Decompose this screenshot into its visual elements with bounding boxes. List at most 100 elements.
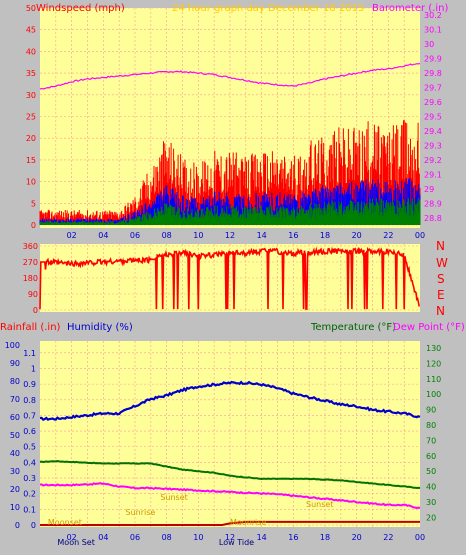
baro-tick-label: 29 <box>424 185 434 194</box>
rain-tick-label: 1 <box>31 364 36 373</box>
wind-tick-label: 50 <box>26 4 36 13</box>
wind-tick-label: 25 <box>26 113 36 122</box>
x-tick-label: 16 <box>288 533 298 542</box>
rainfall-line <box>40 520 420 526</box>
x-tick-label: 22 <box>383 533 393 542</box>
temperature-tick-label: 110 <box>426 375 441 384</box>
annotation-label: Moon Set <box>57 538 94 547</box>
x-tick-label: 12 <box>225 533 235 542</box>
compass-n-bottom: N <box>436 304 445 318</box>
baro-tick-label: 30.2 <box>424 11 442 20</box>
humidity-tick-label: 20 <box>10 485 20 494</box>
axis-labels: 0510152025303540455028.828.92929.129.229… <box>5 4 442 547</box>
rain-tick-label: 0.9 <box>23 380 36 389</box>
x-tick-label: 02 <box>67 231 77 240</box>
chart-title: 24 hour graph day December 18 2015 <box>172 3 364 14</box>
x-tick-label: 00 <box>415 533 425 542</box>
wind-tick-label: 30 <box>26 91 36 100</box>
x-tick-label: 10 <box>193 231 203 240</box>
rain-tick-label: 0.3 <box>23 474 36 483</box>
rain-tick-label: 0.8 <box>23 396 36 405</box>
barometer-label: Barometer (.in) <box>372 3 448 14</box>
humidity-tick-label: 90 <box>10 359 20 368</box>
x-tick-label: 06 <box>130 231 140 240</box>
baro-tick-label: 29.3 <box>424 141 442 150</box>
rain-tick-label: 0.1 <box>23 505 36 514</box>
x-tick-label: 06 <box>130 533 140 542</box>
barometer-line <box>39 62 421 90</box>
rain-tick-label: 0.4 <box>23 458 36 467</box>
rain-tick-label: 0.5 <box>23 443 36 452</box>
annotation-label: Sunrise <box>126 508 156 517</box>
temperature-tick-label: 80 <box>426 421 436 430</box>
x-tick-label: 10 <box>193 533 203 542</box>
baro-tick-label: 28.8 <box>424 214 442 223</box>
humidity-line <box>39 380 421 422</box>
x-tick-label: 18 <box>320 231 330 240</box>
humidity-tick-label: 50 <box>10 431 20 440</box>
x-tick-label: 02 <box>67 533 77 542</box>
humidity-label: Humidity (%) <box>67 322 133 333</box>
temperature-tick-label: 50 <box>426 467 436 476</box>
direction-tick-label: 270 <box>23 258 38 267</box>
x-tick-label: 20 <box>352 231 362 240</box>
baro-tick-label: 30 <box>424 40 434 49</box>
compass-e: E <box>437 288 445 302</box>
temperature-tick-label: 20 <box>426 513 436 522</box>
annotation-label: Sunset <box>306 500 333 509</box>
baro-tick-label: 29.2 <box>424 156 442 165</box>
direction-tick-label: 180 <box>23 274 38 283</box>
baro-tick-label: 29.9 <box>424 55 442 64</box>
direction-tick-label: 360 <box>23 242 38 251</box>
baro-tick-label: 29.7 <box>424 84 442 93</box>
wind-tick-label: 15 <box>26 156 36 165</box>
temperature-tick-label: 40 <box>426 483 436 492</box>
wind-tick-label: 35 <box>26 69 36 78</box>
x-tick-label: 16 <box>288 231 298 240</box>
wind-direction-line <box>39 246 420 310</box>
temperature-tick-label: 60 <box>426 452 436 461</box>
temperature-line <box>39 459 421 490</box>
x-tick-label: 04 <box>98 533 108 542</box>
x-tick-label: 22 <box>383 231 393 240</box>
humidity-tick-label: 0 <box>15 521 20 530</box>
baro-tick-label: 28.9 <box>424 199 442 208</box>
humidity-tick-label: 100 <box>5 341 20 350</box>
baro-tick-label: 29.4 <box>424 127 442 136</box>
temperature-tick-label: 120 <box>426 359 441 368</box>
wind-tick-label: 20 <box>26 134 36 143</box>
temperature-tick-label: 100 <box>426 390 441 399</box>
x-tick-label: 08 <box>162 231 172 240</box>
baro-tick-label: 29.6 <box>424 98 442 107</box>
dewpoint-label: Dew Point (°F) <box>393 322 465 333</box>
x-tick-label: 18 <box>320 533 330 542</box>
rain-tick-label: 0.7 <box>23 411 36 420</box>
wind-tick-label: 5 <box>31 199 36 208</box>
rain-tick-label: 1.1 <box>23 349 36 358</box>
temperature-tick-label: 90 <box>426 406 436 415</box>
humidity-tick-label: 40 <box>10 449 20 458</box>
x-tick-label: 08 <box>162 533 172 542</box>
baro-tick-label: 29.5 <box>424 113 442 122</box>
direction-tick-label: 90 <box>28 290 38 299</box>
rain-tick-label: 0.2 <box>23 490 36 499</box>
humidity-tick-label: 70 <box>10 395 20 404</box>
wind-low-bar <box>39 197 421 225</box>
annotation-label: Moonrise <box>230 518 266 527</box>
temperature-tick-label: 30 <box>426 498 436 507</box>
temperature-label: Temperature (°F) <box>310 322 396 333</box>
windspeed-label: Windspeed (mph) <box>36 3 125 14</box>
baro-tick-label: 30.1 <box>424 26 442 35</box>
x-tick-label: 00 <box>415 231 425 240</box>
annotation-label: Sunset <box>160 493 187 502</box>
wind-tick-label: 45 <box>26 26 36 35</box>
x-tick-label: 04 <box>98 231 108 240</box>
x-tick-label: 14 <box>257 533 267 542</box>
humidity-tick-label: 60 <box>10 413 20 422</box>
rain-tick-label: 0 <box>31 521 36 530</box>
wind-tick-label: 10 <box>26 178 36 187</box>
temperature-tick-label: 130 <box>426 344 441 353</box>
temperature-tick-label: 70 <box>426 436 436 445</box>
